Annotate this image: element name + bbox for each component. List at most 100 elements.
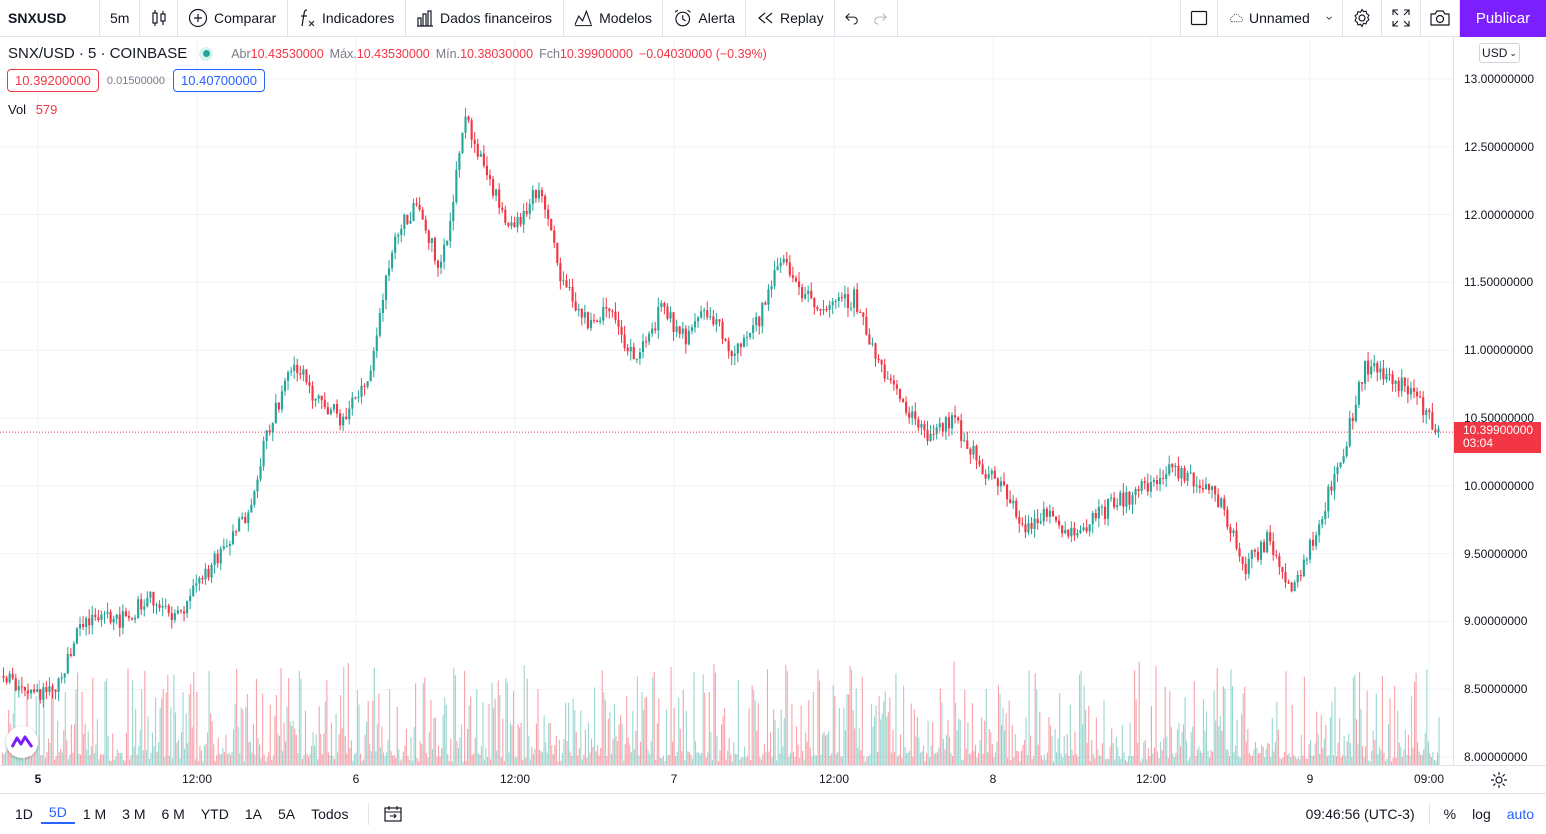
volume-bar: [115, 756, 117, 765]
volume-bar: [1013, 757, 1015, 765]
volume-bar: [812, 691, 814, 765]
range-button-6m[interactable]: 6 M: [161, 806, 185, 822]
series-title[interactable]: SNX/USD · 5 · COINBASE: [8, 45, 188, 62]
candle-body: [856, 289, 859, 313]
volume-bar: [1192, 726, 1194, 765]
volume-bar: [958, 718, 960, 765]
volume-bar: [1060, 753, 1062, 765]
volume-bar: [512, 691, 515, 765]
volume-bar: [491, 682, 493, 765]
undo-icon[interactable]: [845, 11, 859, 25]
price-chart[interactable]: [0, 37, 1453, 765]
range-button-5a[interactable]: 5A: [277, 806, 296, 822]
volume-bar: [1010, 760, 1012, 765]
symbol-label: SNXUSD: [8, 10, 67, 26]
candle-body: [335, 404, 339, 414]
volume-bar: [976, 757, 978, 765]
indicators-button[interactable]: Indicadores: [288, 0, 406, 37]
chart-pane[interactable]: SNX/USD · 5 · COINBASE Abr 10.43530000 Má…: [0, 37, 1453, 765]
undo-redo-group: [835, 0, 898, 37]
candle-body: [1155, 480, 1159, 485]
candle-body: [889, 378, 892, 381]
volume-bar: [154, 697, 157, 765]
currency-selector[interactable]: USD ⌄: [1479, 43, 1520, 63]
volume-bar: [951, 756, 954, 765]
settings-button[interactable]: [1343, 0, 1382, 37]
symbol-search-button[interactable]: SNXUSD: [0, 0, 100, 37]
price-axis[interactable]: USD ⌄ 13.00000000 12.50000000 12.00000000 11…: [1453, 37, 1546, 765]
volume-bar: [1127, 755, 1130, 765]
candle-body: [1097, 506, 1100, 519]
range-button-5d[interactable]: 5D: [40, 804, 75, 824]
candle-body: [1198, 485, 1201, 489]
volume-bar: [1257, 753, 1260, 765]
fullscreen-button[interactable]: [1382, 0, 1421, 37]
candles-icon: [151, 10, 166, 26]
candle-body: [703, 310, 706, 312]
layout-button[interactable]: [1180, 0, 1218, 37]
ask-price-box[interactable]: 10.40700000: [173, 69, 265, 92]
alert-button[interactable]: Alerta: [663, 0, 746, 37]
candle-body: [485, 165, 489, 176]
candle-body: [1278, 556, 1281, 568]
candle-body: [495, 189, 498, 196]
volume-bar: [678, 697, 680, 765]
chart-style-button[interactable]: [140, 0, 178, 37]
volume-bar: [81, 691, 83, 765]
volume-bar: [425, 753, 427, 765]
volume-bar: [756, 730, 758, 765]
redo-icon[interactable]: [873, 11, 887, 25]
publish-button[interactable]: Publicar: [1460, 0, 1546, 37]
range-button-1d[interactable]: 1D: [15, 806, 33, 822]
candle-body: [681, 328, 684, 334]
range-button-3m[interactable]: 3 M: [122, 806, 146, 822]
volume-bar: [805, 732, 807, 765]
volume-bar: [1357, 744, 1359, 765]
replay-button[interactable]: Replay: [746, 0, 835, 37]
indicators-label: Indicadores: [322, 10, 395, 26]
volume-bar: [165, 692, 167, 765]
bid-price-box[interactable]: 10.39200000: [7, 69, 99, 92]
volume-bar: [69, 754, 71, 765]
rewind-icon: [758, 12, 773, 24]
auto-scale-toggle[interactable]: auto: [1506, 806, 1534, 822]
templates-button[interactable]: Modelos: [564, 0, 663, 37]
volume-bar: [621, 723, 623, 765]
percent-scale-toggle[interactable]: %: [1443, 806, 1457, 822]
range-button-ytd[interactable]: YTD: [200, 806, 229, 822]
volume-bar: [1172, 753, 1174, 765]
range-button-todos[interactable]: Todos: [311, 806, 349, 822]
volume-bar: [909, 750, 911, 765]
compare-button[interactable]: Comparar: [178, 0, 288, 37]
volume-bar: [528, 736, 530, 765]
candle-body: [663, 303, 666, 307]
clock[interactable]: 09:46:56 (UTC-3): [1305, 806, 1415, 822]
time-axis[interactable]: 5 12:00 6 12:00 7 12:00 8 12:00 9 09:00: [0, 765, 1546, 793]
candle-body: [779, 262, 782, 267]
volume-bar: [1095, 717, 1097, 765]
date-range-icon[interactable]: [383, 805, 403, 823]
volume-bar: [642, 710, 645, 765]
interval-button[interactable]: 5m: [100, 0, 140, 37]
volume-bar: [624, 743, 626, 765]
volume-bar: [546, 752, 548, 765]
volume-bar: [639, 741, 642, 765]
financials-button[interactable]: Dados financeiros: [406, 0, 564, 37]
snapshot-button[interactable]: [1421, 0, 1460, 37]
volume-bar: [962, 759, 964, 765]
axis-settings-icon[interactable]: [1490, 771, 1508, 789]
candle-body: [1308, 539, 1312, 560]
candle-body: [999, 481, 1003, 487]
range-button-1a[interactable]: 1A: [244, 806, 262, 822]
tradingview-logo-button[interactable]: [6, 726, 38, 758]
candle-body: [262, 440, 265, 467]
candle-body: [944, 417, 947, 432]
volume-bar: [151, 732, 154, 765]
candle-body: [745, 337, 749, 339]
volume-bar: [421, 744, 423, 765]
log-scale-toggle[interactable]: log: [1472, 806, 1491, 822]
candle-body: [1415, 391, 1419, 397]
volume-bar: [647, 750, 649, 765]
range-button-1m[interactable]: 1 M: [82, 806, 107, 822]
layout-name-button[interactable]: Unnamed: [1218, 0, 1343, 37]
